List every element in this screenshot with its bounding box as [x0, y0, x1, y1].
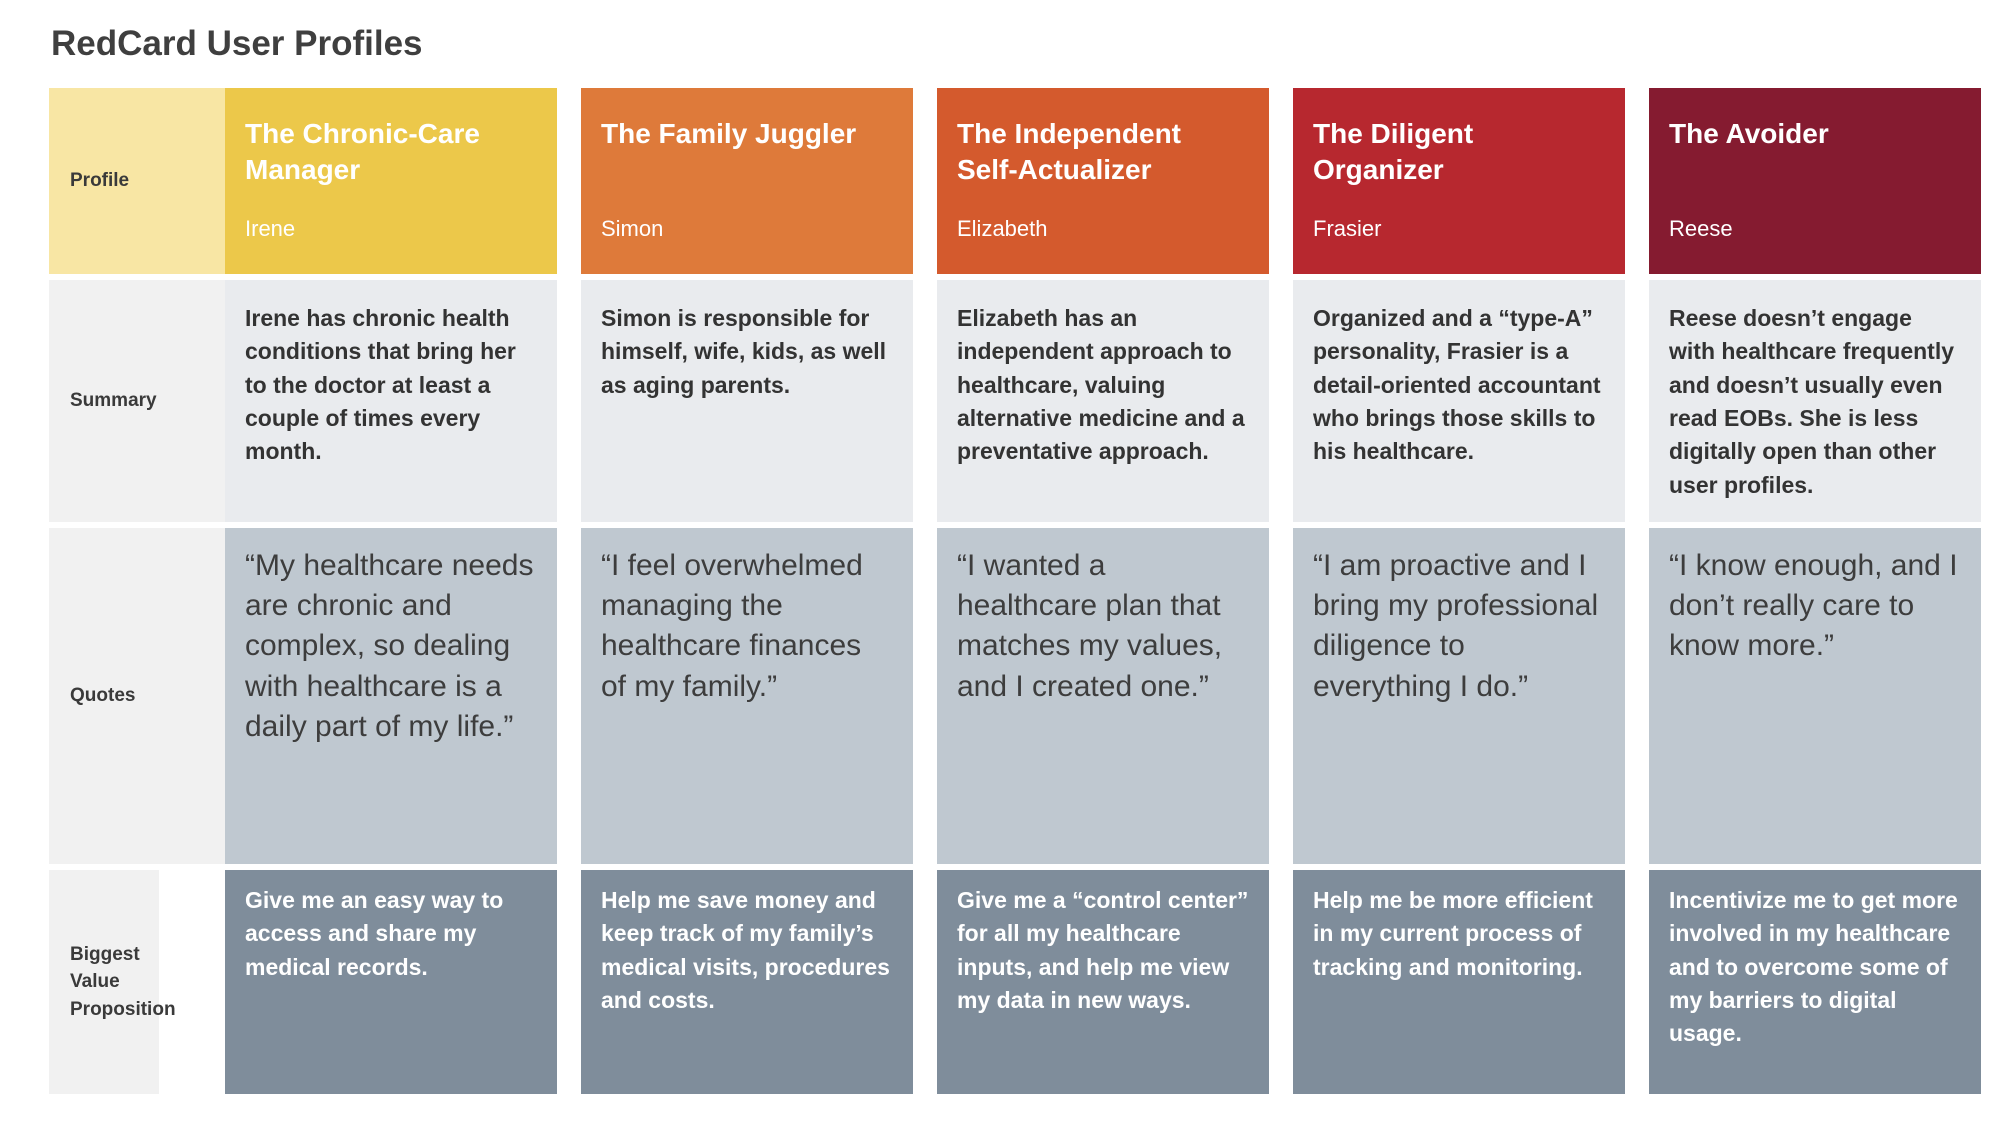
profile-name: Simon — [601, 216, 664, 241]
summary-cell: Simon is responsible for himself, wife, … — [581, 280, 913, 522]
summary-cell: Elizabeth has an independent approach to… — [937, 280, 1269, 522]
profile-header-avoider: The Avoider Reese — [1649, 88, 1981, 274]
profile-name: Irene — [245, 216, 296, 241]
value-proposition-cell: Incentivize me to get more involved in m… — [1649, 870, 1981, 1094]
row-label-quotes: Quotes — [49, 528, 225, 864]
profile-title: The Avoider — [1669, 118, 1829, 149]
summary-cell: Reese doesn’t engage with healthcare fre… — [1649, 280, 1981, 522]
profile-title: The Family Juggler — [601, 118, 857, 149]
quote-cell: “I feel overwhelmed managing the healthc… — [581, 528, 913, 864]
quote-cell: “My healthcare needs are chronic and com… — [225, 528, 557, 864]
profile-header-self-actualizer: The Independent Self-Actualizer Elizabet… — [937, 88, 1269, 274]
row-label-summary: Summary — [49, 280, 225, 522]
quote-cell: “I wanted a healthcare plan that matches… — [937, 528, 1269, 864]
quote-cell: “I am proactive and I bring my professio… — [1293, 528, 1625, 864]
profiles-table: Profile The Chronic-Care Manager Irene T… — [49, 88, 1981, 1094]
profile-name: Frasier — [1313, 216, 1382, 241]
profile-header-chronic-care: The Chronic-Care Manager Irene — [225, 88, 557, 274]
row-label-profile: Profile — [49, 88, 225, 274]
profile-title: The Independent Self-Actualizer — [957, 118, 1181, 186]
profile-name: Reese — [1669, 216, 1733, 241]
summary-cell: Organized and a “type-A” personality, Fr… — [1293, 280, 1625, 522]
page-title: RedCard User Profiles — [51, 24, 423, 63]
value-proposition-cell: Help me be more efficient in my current … — [1293, 870, 1625, 1094]
summary-cell: Irene has chronic health conditions that… — [225, 280, 557, 522]
quote-cell: “I know enough, and I don’t really care … — [1649, 528, 1981, 864]
row-label-value-proposition: Biggest Value Proposition — [49, 870, 176, 1094]
profile-title: The Chronic-Care Manager — [245, 118, 480, 186]
profile-title: The Diligent Organizer — [1313, 118, 1474, 186]
value-proposition-cell: Help me save money and keep track of my … — [581, 870, 913, 1094]
profile-header-family-juggler: The Family Juggler Simon — [581, 88, 913, 274]
value-proposition-cell: Give me a “control center” for all my he… — [937, 870, 1269, 1094]
profile-name: Elizabeth — [957, 216, 1048, 241]
value-proposition-cell: Give me an easy way to access and share … — [225, 870, 557, 1094]
profile-header-diligent-organizer: The Diligent Organizer Frasier — [1293, 88, 1625, 274]
